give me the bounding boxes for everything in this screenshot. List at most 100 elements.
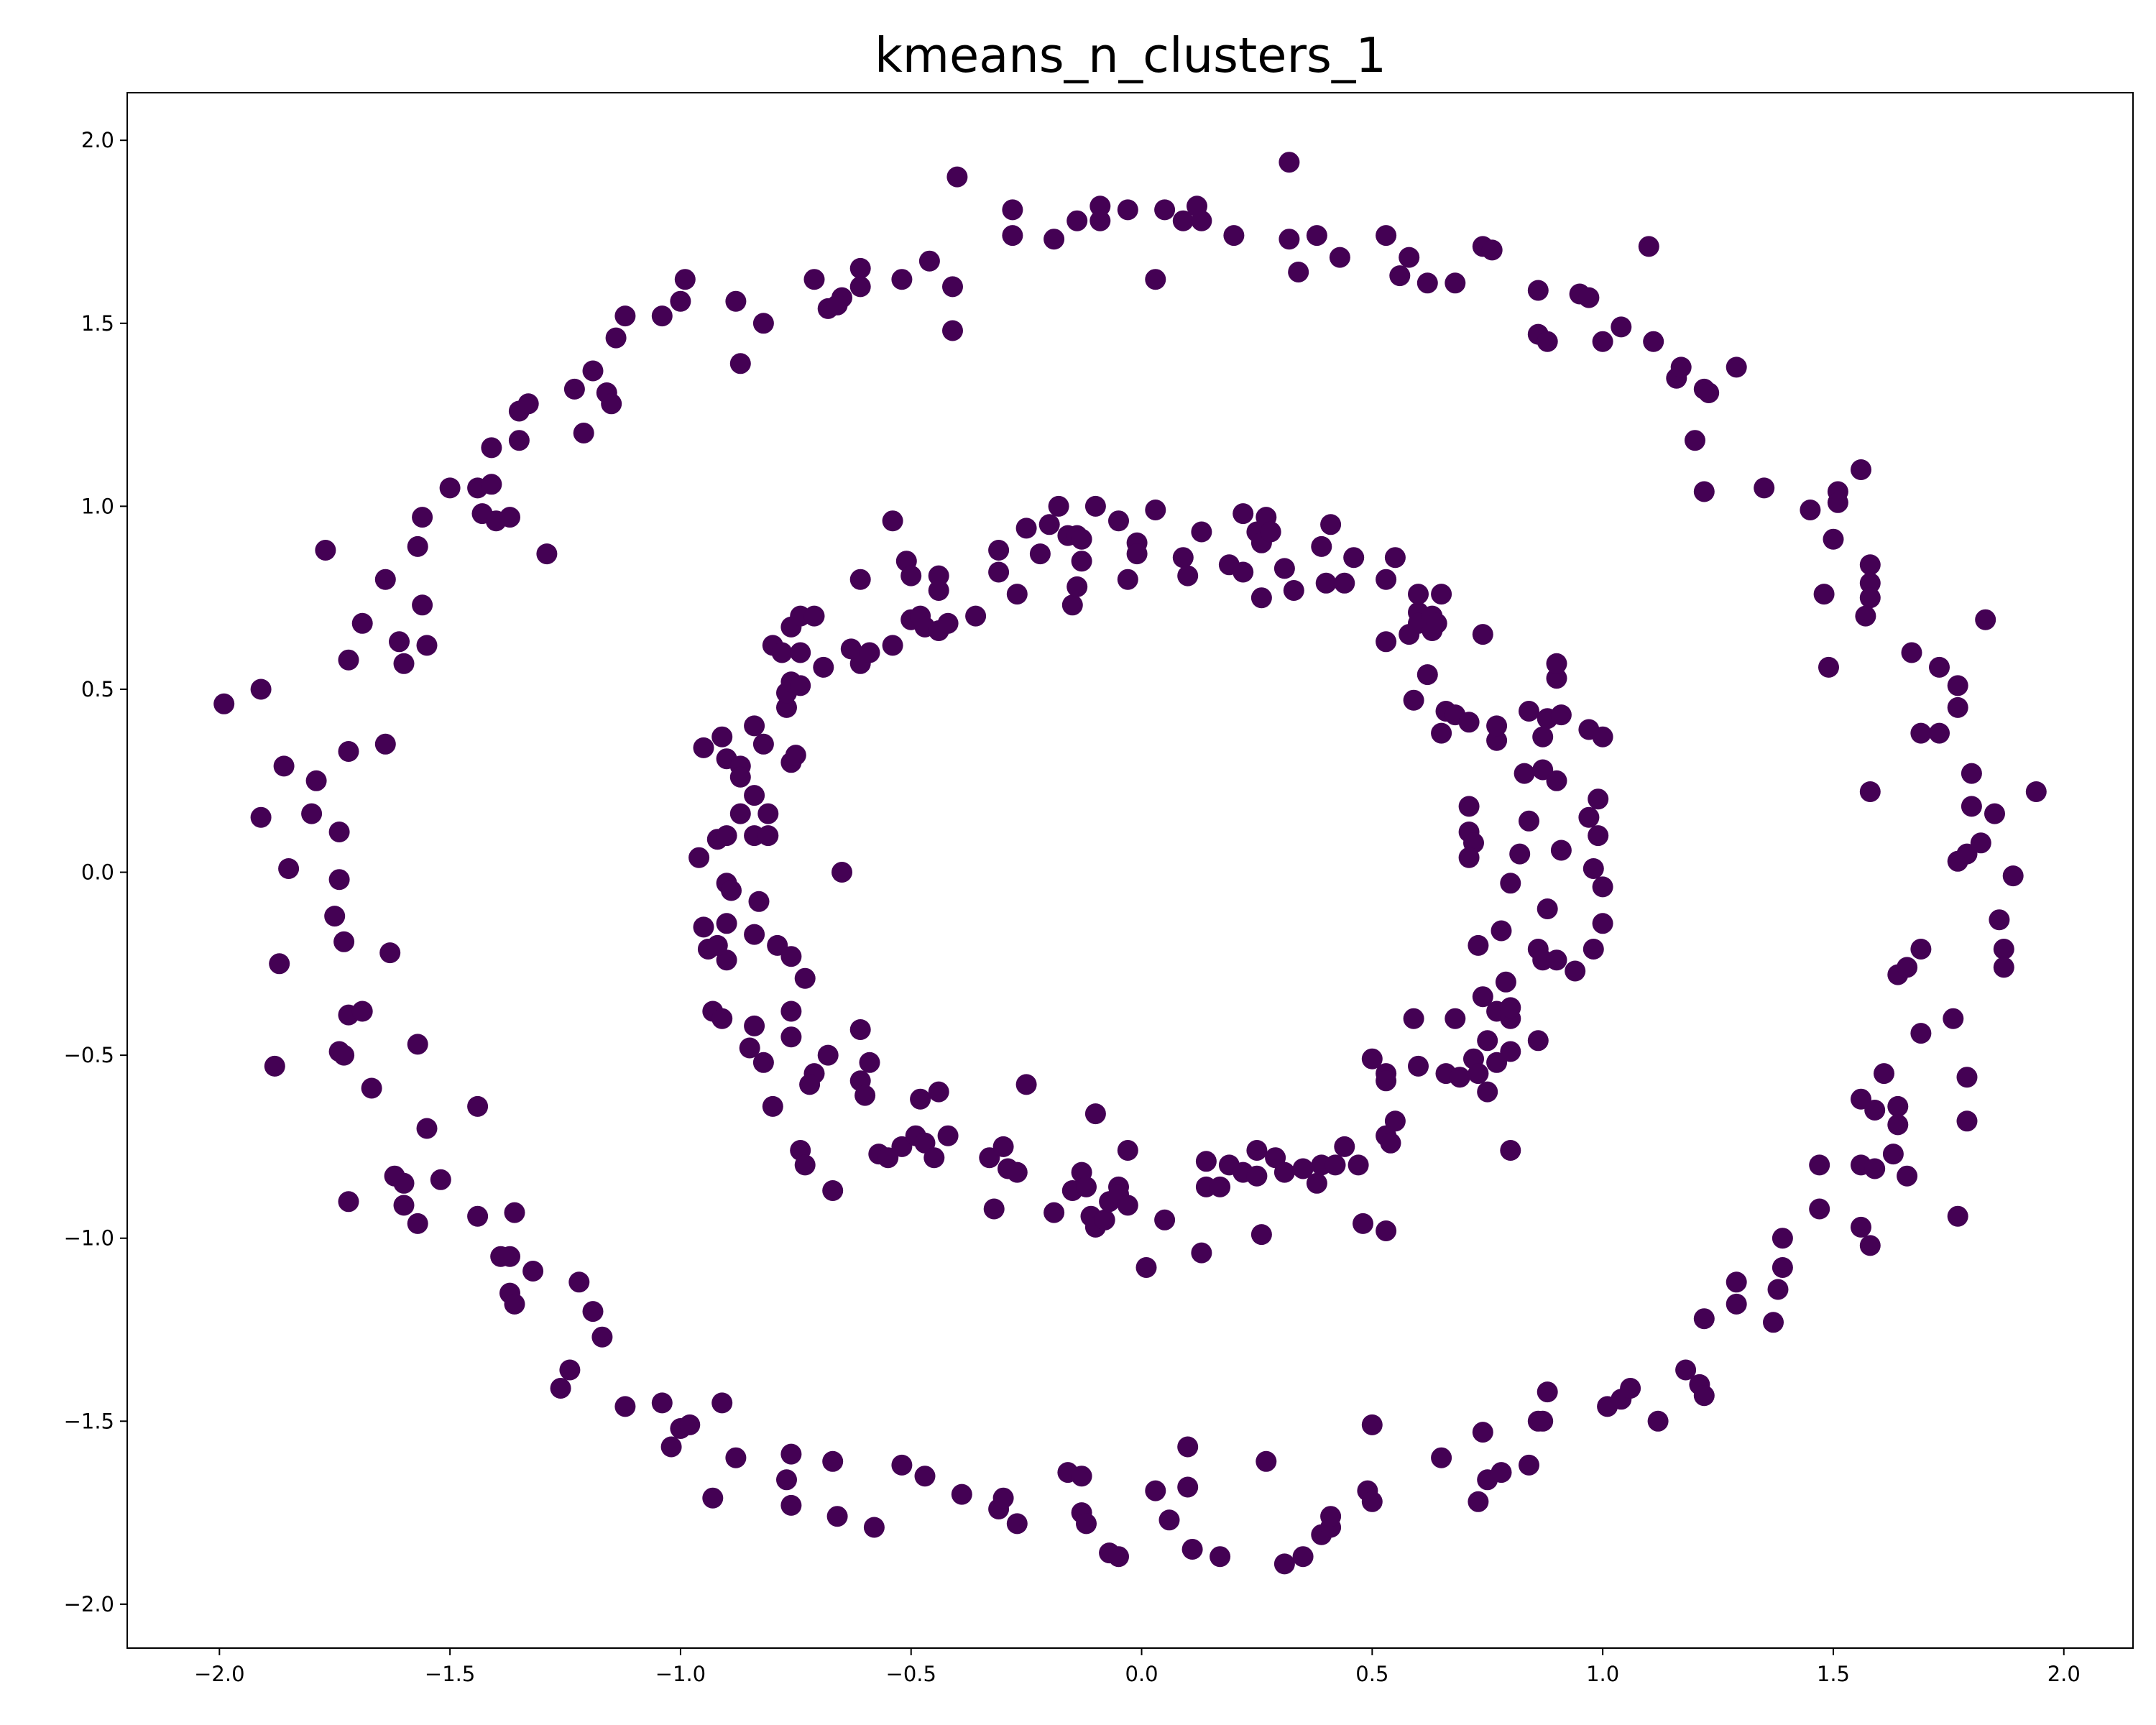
data-point	[1855, 605, 1876, 627]
data-point	[1859, 781, 1881, 802]
data-point	[416, 1118, 438, 1139]
data-point	[1210, 1546, 1231, 1568]
data-point	[1145, 1480, 1166, 1501]
data-point	[1537, 331, 1558, 352]
x-tick-label: 0.0	[1125, 1662, 1158, 1686]
data-point	[1445, 272, 1466, 294]
data-point	[1583, 858, 1604, 879]
data-point	[794, 967, 816, 989]
data-point	[2002, 865, 2024, 887]
data-point	[914, 1466, 936, 1487]
data-point	[706, 934, 728, 956]
data-point	[1910, 1023, 1932, 1044]
data-point	[711, 1008, 733, 1029]
x-axis: −2.0 −1.5 −1.0 −0.5 0.0 0.5 1.0 1.5 2.0	[194, 1648, 2081, 1686]
data-point	[374, 569, 396, 590]
data-point	[1519, 701, 1539, 722]
data-point	[1348, 1154, 1369, 1176]
data-point	[1481, 239, 1503, 261]
data-point	[900, 565, 922, 586]
data-point	[776, 696, 797, 718]
data-point	[951, 1484, 972, 1505]
data-point	[780, 1443, 802, 1465]
data-point	[430, 1169, 451, 1190]
data-point	[1279, 229, 1300, 250]
data-point	[822, 1450, 844, 1472]
data-point	[1283, 580, 1304, 601]
data-point	[757, 825, 779, 847]
data-point	[849, 276, 871, 298]
data-point	[508, 430, 530, 451]
data-point	[1519, 810, 1539, 832]
data-point	[338, 649, 359, 671]
data-point	[467, 1205, 489, 1227]
data-point	[1154, 199, 1176, 221]
data-point	[1089, 210, 1111, 231]
data-point	[1071, 1466, 1092, 1487]
data-point	[729, 803, 751, 824]
x-tick-label: −2.0	[194, 1662, 244, 1686]
data-point	[1910, 722, 1932, 744]
data-point	[1592, 331, 1613, 352]
data-point	[1693, 1385, 1715, 1407]
data-point	[928, 1081, 949, 1103]
data-point	[1256, 1450, 1277, 1472]
data-point	[1177, 1436, 1199, 1458]
data-point	[1067, 210, 1088, 231]
data-point	[1177, 565, 1199, 586]
data-point	[2025, 781, 2047, 802]
plot-frame	[126, 92, 2134, 1649]
points-layer	[213, 152, 2047, 1575]
data-point	[250, 678, 272, 700]
data-point	[1071, 528, 1092, 550]
data-point	[660, 1436, 682, 1458]
data-point	[1361, 1491, 1383, 1512]
data-point	[1864, 1100, 1886, 1121]
data-point	[1495, 971, 1516, 993]
data-point	[1048, 495, 1069, 517]
data-point	[1647, 1410, 1669, 1432]
data-point	[679, 1414, 701, 1435]
data-point	[1693, 1308, 1715, 1330]
data-point	[1532, 1410, 1554, 1432]
data-point	[1431, 584, 1452, 605]
data-point	[1537, 1381, 1558, 1403]
data-point	[831, 862, 852, 883]
data-point	[1726, 1271, 1747, 1293]
data-point	[1874, 1063, 1894, 1085]
data-point	[1565, 960, 1586, 982]
x-tick-label: 1.5	[1817, 1662, 1850, 1686]
data-point	[1675, 1359, 1697, 1381]
data-point	[651, 1392, 673, 1414]
data-point	[942, 320, 963, 341]
data-point	[752, 733, 774, 755]
data-point	[351, 1000, 373, 1022]
data-point	[1376, 225, 1397, 247]
data-point	[1325, 1154, 1346, 1176]
data-point	[563, 378, 585, 400]
data-point	[854, 1085, 876, 1106]
data-point	[826, 294, 848, 316]
data-point	[1002, 225, 1023, 247]
data-point	[744, 924, 765, 945]
data-point	[965, 605, 987, 627]
data-point	[1094, 1209, 1115, 1230]
y-tick-label: 0.0	[81, 860, 114, 885]
data-point	[817, 1044, 839, 1066]
data-point	[1191, 1242, 1212, 1264]
data-point	[333, 931, 355, 952]
data-point	[776, 1469, 797, 1491]
y-axis: 2.0 1.5 1.0 0.5 0.0 −0.5 −1.0 −1.5 −2.0	[64, 128, 127, 1616]
data-point	[752, 1052, 774, 1073]
data-point	[1126, 543, 1148, 565]
data-point	[1329, 247, 1350, 268]
data-point	[614, 1396, 636, 1417]
data-point	[324, 906, 346, 927]
data-point	[725, 1447, 747, 1468]
data-point	[1038, 514, 1060, 535]
data-point	[301, 803, 323, 824]
data-point	[1882, 1144, 1904, 1165]
data-point	[605, 327, 627, 349]
data-point	[481, 437, 502, 459]
data-point	[1246, 1140, 1268, 1161]
